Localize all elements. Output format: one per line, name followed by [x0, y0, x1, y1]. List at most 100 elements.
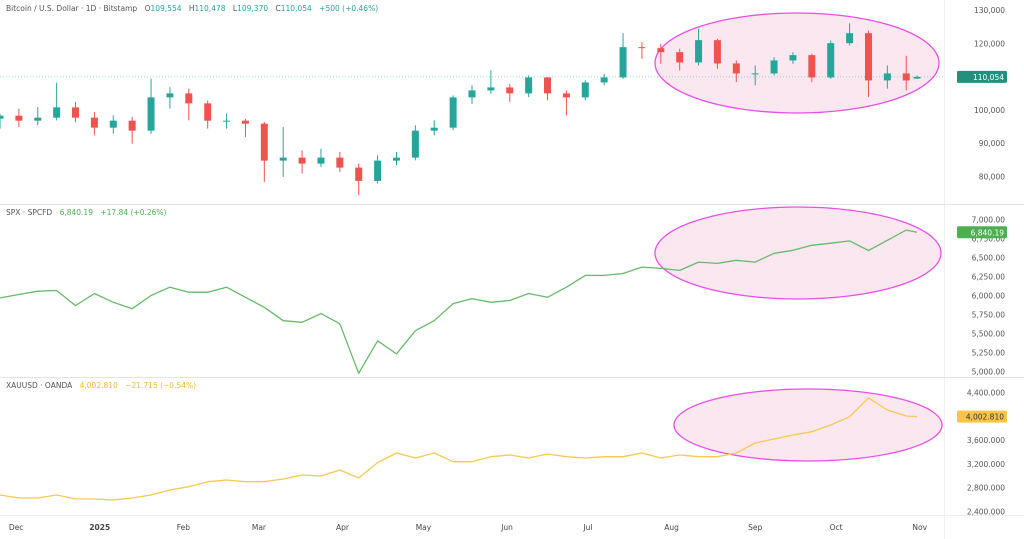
y-tick-label: 6,000.00 — [972, 292, 1006, 301]
candle-body — [902, 73, 910, 81]
candle-body — [562, 93, 570, 98]
candle-body — [185, 93, 193, 104]
gold-line — [0, 397, 918, 501]
candle-body — [846, 33, 854, 44]
last-price-tag — [957, 410, 1007, 423]
candle-body — [336, 157, 344, 168]
y-tick-label: 3,200.000 — [967, 460, 1005, 469]
candle-body — [298, 157, 306, 164]
x-tick-label: Apr — [336, 523, 350, 532]
candle-body — [15, 115, 23, 121]
candle-body — [53, 107, 61, 118]
y-tick-label: 5,750.00 — [972, 311, 1006, 320]
y-tick-label: 80,000 — [979, 172, 1005, 181]
x-tick-label: Oct — [830, 523, 843, 532]
open-label: O — [144, 4, 151, 13]
candle-body — [581, 82, 589, 98]
x-tick-label: Aug — [664, 523, 679, 532]
last-price-tag — [957, 70, 1007, 83]
y-tick-label: 4,400.000 — [967, 389, 1005, 398]
spx-legend: SPX · SPCFD 6,840.19 +17.84 (+0.26%) — [6, 208, 171, 217]
gold-value: 4,002.810 — [79, 381, 118, 390]
x-tick-label: Jul — [582, 523, 592, 532]
y-tick-label: 2,800.000 — [967, 484, 1005, 493]
candle-body — [90, 117, 98, 128]
candle-body — [72, 107, 80, 118]
y-tick-label: 100,000 — [974, 106, 1005, 115]
spx-value: 6,840.19 — [59, 208, 93, 217]
candle-body — [808, 55, 816, 78]
candle-body — [374, 160, 382, 181]
candle-body — [260, 123, 268, 161]
candle-body — [732, 63, 740, 74]
y-tick-label: 120,000 — [974, 39, 1005, 48]
btc-legend: Bitcoin / U.S. Dollar · 1D · Bitstamp O1… — [6, 4, 383, 13]
candle-body — [638, 47, 646, 49]
candle-body — [506, 87, 514, 94]
high-label: H — [188, 4, 195, 13]
candle-body — [355, 167, 363, 181]
candle-body — [0, 115, 4, 119]
x-tick-label: 2025 — [89, 523, 110, 532]
candle-body — [770, 60, 778, 74]
candle-body — [913, 76, 921, 79]
y-tick-label: 6,500.00 — [972, 254, 1006, 263]
candle-body — [392, 157, 400, 161]
candle-body — [525, 77, 533, 94]
gold-change: −21.715 (−0.54%) — [125, 381, 197, 390]
highlight-ellipse-spx[interactable] — [654, 206, 942, 300]
candle-body — [751, 73, 759, 75]
candle-body — [676, 52, 684, 63]
candle-body — [695, 40, 703, 63]
last-price-tag — [957, 226, 1007, 239]
y-tick-label: 6,250.00 — [972, 273, 1006, 282]
candle-body — [713, 40, 721, 64]
btc-symbol: Bitcoin / U.S. Dollar · 1D · Bitstamp — [6, 4, 138, 13]
last-price-label: 6,840.19 — [971, 228, 1005, 237]
candle-body — [147, 97, 155, 131]
y-tick-label: 5,250.00 — [972, 349, 1006, 358]
last-price-label: 110,054 — [973, 73, 1004, 82]
gold-legend: XAUUSD · OANDA 4,002.810 −21.715 (−0.54%… — [6, 381, 201, 390]
candle-body — [827, 43, 835, 78]
x-tick-label: Sep — [748, 523, 762, 532]
candle-body — [657, 48, 665, 53]
close-label: C — [275, 4, 281, 13]
pane-divider[interactable] — [0, 377, 1024, 378]
candle-body — [430, 127, 438, 131]
candle-body — [223, 120, 231, 122]
candle-body — [789, 55, 797, 61]
open-value: 109,554 — [150, 4, 182, 13]
annotations — [654, 12, 943, 462]
y-tick-label: 6,750.00 — [972, 235, 1006, 244]
spx-symbol: SPX · SPCFD — [6, 208, 53, 217]
candle-body — [204, 103, 212, 121]
candle-body — [544, 77, 552, 94]
candle-body — [449, 97, 457, 128]
x-tick-label: Dec — [9, 523, 24, 532]
close-value: 110,054 — [280, 4, 312, 13]
last-price-label: 4,002.810 — [966, 413, 1004, 422]
pane-divider[interactable] — [0, 204, 1024, 205]
x-tick-label: Feb — [177, 523, 191, 532]
candle-body — [109, 120, 117, 128]
candle-body — [166, 93, 174, 98]
candle-body — [864, 33, 872, 81]
low-value: 109,370 — [237, 4, 269, 13]
y-tick-label: 90,000 — [979, 139, 1005, 148]
candle-body — [279, 157, 287, 161]
btc-change: +500 (+0.46%) — [319, 4, 379, 13]
time-axis-border — [0, 515, 1024, 516]
y-tick-label: 5,000.00 — [972, 368, 1006, 377]
candle-body — [883, 73, 891, 81]
candle-body — [600, 77, 608, 83]
candle-body — [241, 120, 249, 124]
x-tick-label: Jun — [500, 523, 513, 532]
candle-body — [487, 87, 495, 91]
spx-change: +17.84 (+0.26%) — [100, 208, 167, 217]
candle-body — [128, 120, 136, 131]
y-tick-label: 7,000.00 — [972, 216, 1006, 225]
highlight-ellipse-gold[interactable] — [673, 388, 943, 462]
highlight-ellipse-btc[interactable] — [654, 12, 940, 114]
